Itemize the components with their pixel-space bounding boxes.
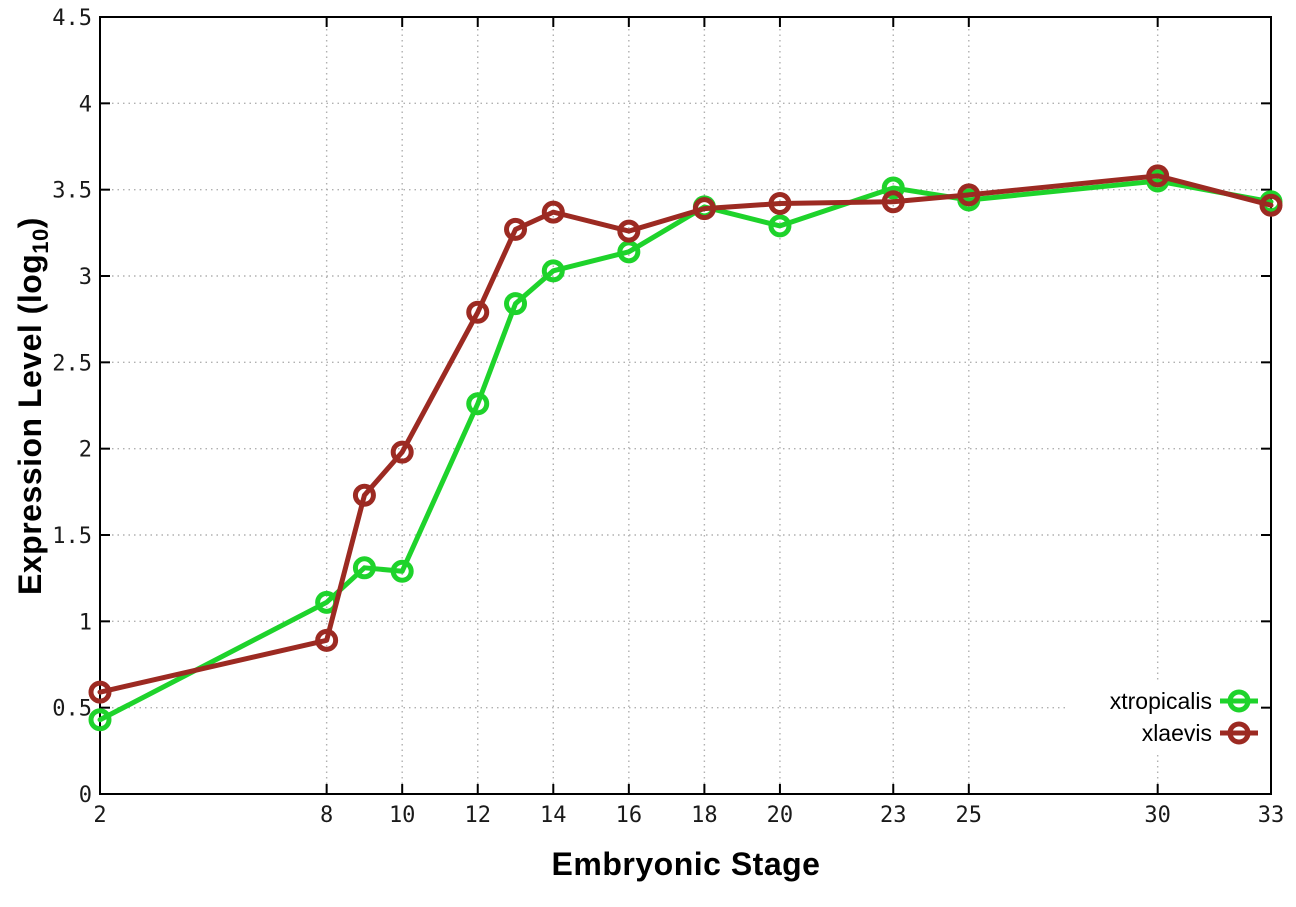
x-tick-label: 20 bbox=[767, 803, 794, 828]
x-tick-label: 23 bbox=[880, 803, 907, 828]
x-tick-label: 16 bbox=[616, 803, 643, 828]
x-axis-title: Embryonic Stage bbox=[551, 846, 821, 882]
legend-label-xlaevis: xlaevis bbox=[1142, 720, 1212, 746]
y-axis-title: Expression Level (log10) bbox=[12, 56, 53, 756]
x-tick-label: 14 bbox=[540, 803, 567, 828]
x-tick-label: 10 bbox=[389, 803, 416, 828]
data-point-xlaevis bbox=[957, 183, 981, 207]
data-point-xtropicalis bbox=[466, 392, 490, 416]
data-point-xtropicalis bbox=[88, 708, 112, 732]
data-point-xtropicalis bbox=[390, 559, 414, 583]
data-point-xlaevis bbox=[466, 300, 490, 324]
y-tick-label: 0 bbox=[79, 783, 92, 808]
x-tick-label: 25 bbox=[956, 803, 983, 828]
y-tick-label: 1.5 bbox=[52, 524, 92, 549]
y-tick-label: 4 bbox=[79, 92, 92, 117]
legend-marker-xtropicalis bbox=[1227, 689, 1251, 713]
y-tick-label: 3.5 bbox=[52, 179, 92, 204]
data-point-xlaevis bbox=[541, 200, 565, 224]
y-axis-title-text: Expression Level (log bbox=[12, 253, 48, 595]
data-point-xlaevis bbox=[315, 628, 339, 652]
data-point-xtropicalis bbox=[352, 556, 376, 580]
data-point-xlaevis bbox=[692, 197, 716, 221]
data-point-xtropicalis bbox=[768, 214, 792, 238]
y-tick-label: 4.5 bbox=[52, 6, 92, 31]
y-axis-title-subscript: 10 bbox=[28, 228, 53, 254]
data-point-xlaevis bbox=[88, 680, 112, 704]
y-tick-label: 2.5 bbox=[52, 351, 92, 376]
x-tick-label: 8 bbox=[320, 803, 333, 828]
data-point-xlaevis bbox=[617, 219, 641, 243]
y-tick-label: 0.5 bbox=[52, 697, 92, 722]
data-point-xlaevis bbox=[1146, 164, 1170, 188]
data-point-xlaevis bbox=[390, 440, 414, 464]
x-tick-label: 12 bbox=[464, 803, 491, 828]
data-point-xlaevis bbox=[352, 483, 376, 507]
data-point-xtropicalis bbox=[881, 176, 905, 200]
data-point-xtropicalis bbox=[541, 259, 565, 283]
legend-marker-xlaevis bbox=[1227, 721, 1251, 745]
data-point-xlaevis bbox=[1259, 193, 1283, 217]
legend-label-xtropicalis: xtropicalis bbox=[1110, 688, 1212, 714]
y-tick-label: 3 bbox=[79, 265, 92, 290]
data-point-xtropicalis bbox=[504, 292, 528, 316]
plot-border bbox=[99, 16, 1272, 795]
series-line-xlaevis bbox=[97, 173, 1274, 695]
x-tick-label: 30 bbox=[1144, 803, 1171, 828]
x-tick-label: 2 bbox=[93, 803, 106, 828]
data-point-xtropicalis bbox=[617, 240, 641, 264]
data-point-xlaevis bbox=[768, 191, 792, 215]
y-tick-label: 2 bbox=[79, 438, 92, 463]
y-tick-label: 1 bbox=[79, 610, 92, 635]
x-tick-label: 18 bbox=[691, 803, 718, 828]
y-axis-title-close: ) bbox=[12, 217, 48, 229]
x-tick-label: 33 bbox=[1258, 803, 1285, 828]
series-line-xtropicalis bbox=[97, 178, 1274, 723]
data-point-xlaevis bbox=[504, 217, 528, 241]
data-point-xlaevis bbox=[881, 190, 905, 214]
